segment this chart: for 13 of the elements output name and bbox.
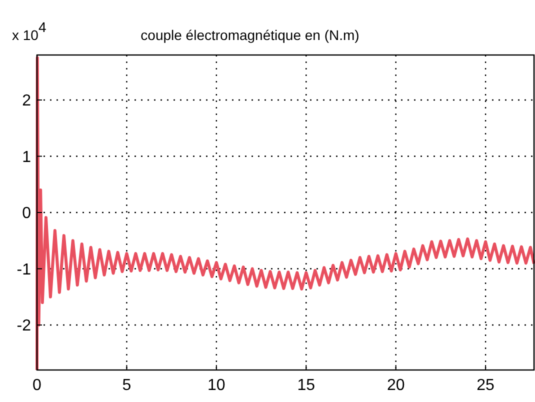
y-tick-label: -2: [16, 318, 32, 335]
chart-title: couple électromagnétique en (N.m): [140, 27, 360, 43]
y-tick-label: 1: [22, 148, 32, 166]
x-tick-label: 5: [122, 377, 132, 394]
x-tick-label: 15: [297, 377, 316, 394]
x-tick-label: 10: [208, 377, 226, 394]
y-tick-label: 0: [22, 205, 32, 222]
x-tick-label: 0: [32, 377, 42, 394]
y-tick-label: 2: [22, 92, 32, 110]
line-series: [36, 56, 535, 372]
x-tick-label: 25: [476, 377, 495, 394]
y-tick-label: -1: [16, 261, 32, 278]
x-tick-label: 20: [386, 377, 405, 394]
